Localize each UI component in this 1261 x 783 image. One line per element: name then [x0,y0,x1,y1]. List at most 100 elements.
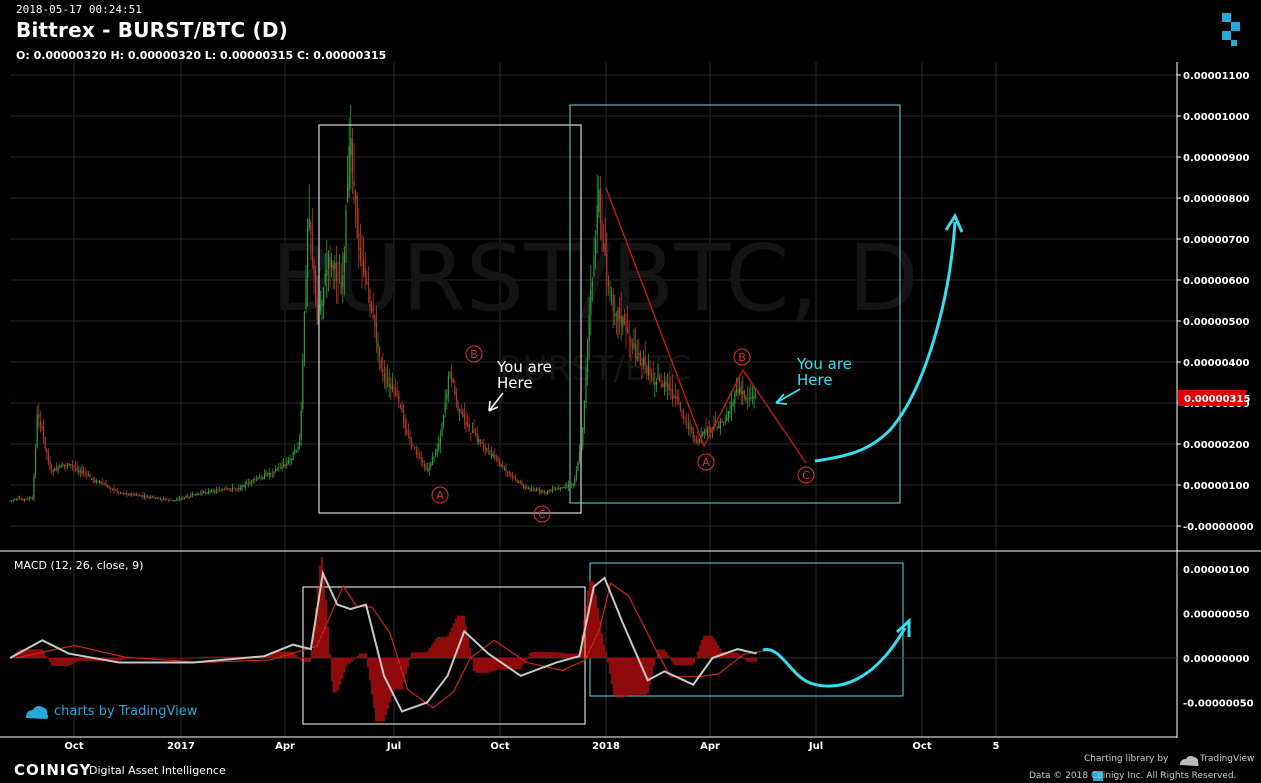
candle-body [497,457,499,462]
macd-hist-bar [745,658,747,661]
candle-body [441,424,443,436]
macd-hist-bar [175,658,177,659]
candle-body [620,315,622,325]
tradingview-brand-link[interactable]: TradingView [1200,754,1255,764]
candle-body [76,467,78,472]
tradingview-cloud-icon [26,706,49,719]
candle-body [447,376,449,395]
candle-body [241,484,243,489]
time-tick-label: Jul [386,741,401,752]
macd-hist-bar [659,649,661,658]
macd-hist-bar [331,658,333,682]
macd-hist-bar [81,658,83,661]
candle-body [155,497,157,500]
candle-body [404,421,406,429]
tradingview-credit-link[interactable]: charts by TradingView [54,704,198,719]
macd-hist-bar [747,658,749,662]
candle-body [739,388,741,394]
candle-body [687,422,689,428]
macd-hist-bar [553,652,555,658]
price-axis[interactable]: 0.00001100 0.00001000 0.00000900 0.00000800… [1177,71,1254,533]
candle-body [36,415,38,448]
macd-hist-bar [121,658,123,661]
candle-body [156,497,158,499]
macd-hist-bar [167,658,169,659]
candle-body [54,468,56,472]
macd-hist-bar [235,656,237,658]
candle-body [401,405,403,413]
macd-hist-bar [371,658,373,695]
candle-body [465,421,467,426]
chart-title: Bittrex - BURST/BTC (D) [16,18,289,42]
macd-hist-bar [195,657,197,659]
candle-body [446,394,448,400]
coinigy-logo[interactable]: COINIGY [14,761,92,779]
candle-body [483,445,485,448]
macd-hist-bar [517,658,519,669]
candle-body [588,315,590,342]
macd-hist-bar [599,620,601,658]
candle-body [38,413,40,419]
price-tick-label: 0.00000900 [1183,153,1249,164]
macd-hist-bar [351,658,353,662]
candle-body [207,491,209,494]
time-axis[interactable]: Oct 2017 Apr Jul Oct 2018 Apr Jul Oct 5 [64,741,999,752]
candle-body [367,282,369,285]
candle-body [268,472,270,476]
macd-hist-bar [57,658,59,667]
macd-axis[interactable]: 0.00000100 0.00000050 0.00000000 -0.0000005… [1183,565,1254,710]
candle-body [30,498,32,500]
macd-hist-bar [29,649,31,658]
macd-hist-bar [423,652,425,658]
macd-hist-bar [603,644,605,658]
candle-body [172,500,174,502]
macd-hist-bar [489,658,491,673]
candle-body [399,404,401,408]
candle-body [220,490,222,492]
left-wave-c-circle [533,505,551,523]
candle-body [468,424,470,431]
macd-hist-bar [433,641,435,658]
timestamp: 2018-05-17 00:24:51 [16,3,142,16]
candle-body [516,481,518,483]
candle-body [668,383,670,391]
candle-body [415,449,417,455]
candle-body [161,499,163,501]
candle-body [225,488,227,490]
candle-body [471,431,473,433]
macd-hist-bar [315,608,317,658]
candle-body [135,493,137,496]
candle-body [708,426,710,430]
candle-body [380,359,382,369]
candle-body [55,468,57,471]
candle-body [159,498,161,500]
candle-body [551,489,553,492]
candle-body [641,362,643,366]
candle-body [537,489,539,491]
macd-hist-bar [63,658,65,667]
candle-body [46,448,48,454]
candle-body [243,485,245,487]
macd-hist-bar [225,656,227,658]
macd-tick-label: 0.00000100 [1183,565,1249,576]
brand-logo-icon [1222,13,1240,46]
candle-body [203,491,205,493]
candle-body [563,486,565,488]
candle-body [419,455,421,457]
candle-body [211,490,213,492]
candle-body [329,257,331,268]
candle-body [35,448,37,476]
candle-body [595,239,597,257]
macd-hist-bar [359,653,361,658]
candle-body [147,496,149,498]
macd-label[interactable]: MACD (12, 26, close, 9) [14,559,144,572]
candle-body [191,494,193,496]
candle-body [91,478,93,480]
candle-body [406,429,408,434]
price-tick-label: 0.00000600 [1183,276,1249,287]
candle-body [718,426,720,429]
candle-body [279,467,281,469]
macd-hist-bar [91,658,93,661]
candle-body [20,499,22,501]
